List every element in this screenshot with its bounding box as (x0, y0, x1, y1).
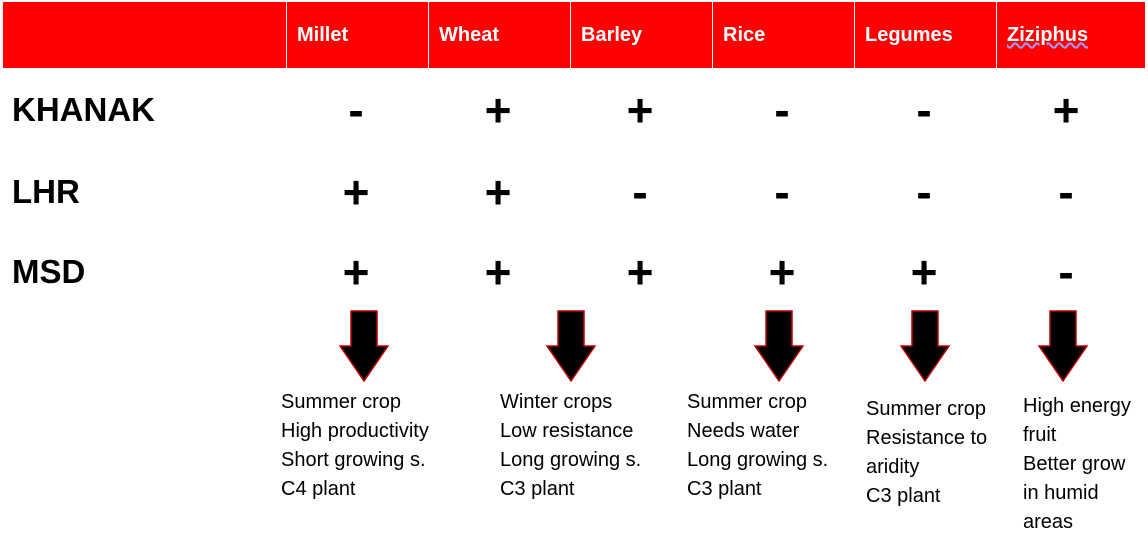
sign-lhr-legumes: - (916, 166, 932, 218)
note-line: C4 plant (281, 478, 356, 500)
note-line: Summer crop (687, 391, 808, 413)
sign-lhr-rice: - (774, 166, 790, 218)
note-legumes: Summer crop Resistance to aridity C3 pla… (866, 395, 987, 511)
note-line: fruit (1023, 424, 1057, 446)
header-ziziphus-label: Ziziphus (1007, 24, 1089, 46)
sign-khanak-barley: + (626, 84, 654, 136)
note-line: Resistance to (866, 427, 988, 449)
note-millet: Summer crop High productivity Short grow… (281, 388, 429, 504)
header-rice: Rice (712, 2, 854, 68)
note-ziziphus: High energy fruit Better grow in humid a… (1023, 392, 1131, 537)
row-label-khanak: KHANAK (12, 91, 155, 128)
note-line: Summer crop (866, 398, 987, 420)
header-ziziphus: Ziziphus (996, 2, 1145, 68)
note-line: C3 plant (500, 478, 575, 500)
sign-lhr-wheat: + (484, 166, 512, 218)
sign-khanak-ziziphus: + (1052, 84, 1080, 136)
sign-msd-legumes: + (910, 246, 938, 298)
sign-khanak-legumes: - (916, 84, 932, 136)
down-arrow-icon (339, 310, 389, 382)
sign-msd-ziziphus: - (1058, 246, 1074, 298)
header-legumes: Legumes (854, 2, 996, 68)
down-arrow-icon (900, 310, 950, 382)
sign-msd-millet: + (342, 246, 370, 298)
note-line: High productivity (281, 420, 429, 442)
note-wheat: Winter crops Low resistance Long growing… (500, 388, 641, 504)
row-label-lhr: LHR (12, 173, 80, 210)
note-line: Short growing s. (281, 449, 426, 471)
sign-khanak-rice: - (774, 84, 790, 136)
note-line: Better grow (1023, 453, 1126, 475)
sign-msd-rice: + (768, 246, 796, 298)
note-line: aridity (866, 456, 920, 478)
header-wheat: Wheat (428, 2, 570, 68)
note-rice: Summer crop Needs water Long growing s. … (687, 388, 828, 504)
note-line: in humid (1023, 482, 1099, 504)
down-arrow-icon (546, 310, 596, 382)
sign-lhr-ziziphus: - (1058, 166, 1074, 218)
note-line: Needs water (687, 420, 800, 442)
down-arrow-icon (754, 310, 804, 382)
note-line: C3 plant (687, 478, 762, 500)
note-line: C3 plant (866, 485, 941, 507)
row-label-msd: MSD (12, 253, 86, 290)
note-line: Long growing s. (687, 449, 829, 471)
sign-msd-wheat: + (484, 246, 512, 298)
note-line: Summer crop (281, 391, 402, 413)
note-line: Low resistance (500, 420, 634, 442)
sign-khanak-wheat: + (484, 84, 512, 136)
note-line: High energy (1023, 395, 1131, 417)
note-line: Long growing s. (500, 449, 642, 471)
crop-header-bar: Millet Wheat Barley Rice Legumes Ziziphu… (3, 2, 1145, 68)
down-arrow-icon (1038, 310, 1088, 382)
sign-khanak-millet: - (348, 84, 364, 136)
note-line: areas (1023, 511, 1074, 533)
sign-msd-barley: + (626, 246, 654, 298)
header-millet: Millet (286, 2, 428, 68)
header-barley: Barley (570, 2, 712, 68)
note-line: Winter crops (500, 391, 613, 413)
sign-lhr-barley: - (632, 166, 648, 218)
sign-lhr-millet: + (342, 166, 370, 218)
